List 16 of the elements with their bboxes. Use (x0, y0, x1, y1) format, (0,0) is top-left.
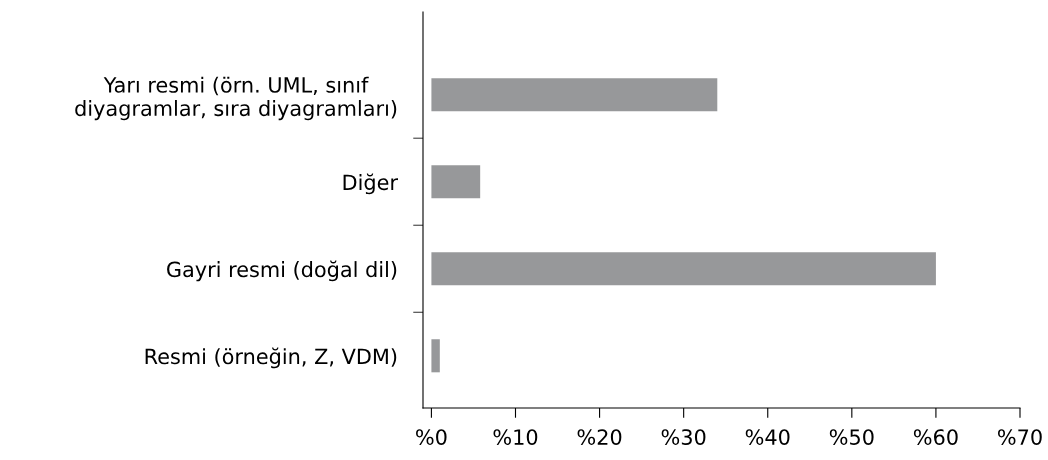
y-tick-label: Gayri resmi (doğal dil) (167, 260, 397, 282)
x-tick-label: %0 (416, 429, 447, 445)
x-tick-label: %10 (493, 429, 538, 445)
y-tick-label: Resmi (örneğin, Z, VDM) (145, 347, 397, 369)
bar (431, 339, 440, 373)
x-tick-label: %40 (745, 429, 790, 445)
x-tick-label: %60 (913, 429, 958, 445)
x-tick-label: %20 (577, 429, 622, 445)
bar (431, 78, 718, 112)
x-tick-label: %30 (661, 429, 706, 445)
y-tick-label: Yarı resmi (örn. UML, sınıf diyagramlar, sıra diyagramları) (75, 76, 397, 121)
y-tick-label: Diğer (343, 173, 398, 195)
bar (431, 252, 936, 286)
x-tick-label: %50 (829, 429, 874, 445)
bar (431, 165, 481, 199)
x-tick-label: %70 (998, 429, 1042, 445)
